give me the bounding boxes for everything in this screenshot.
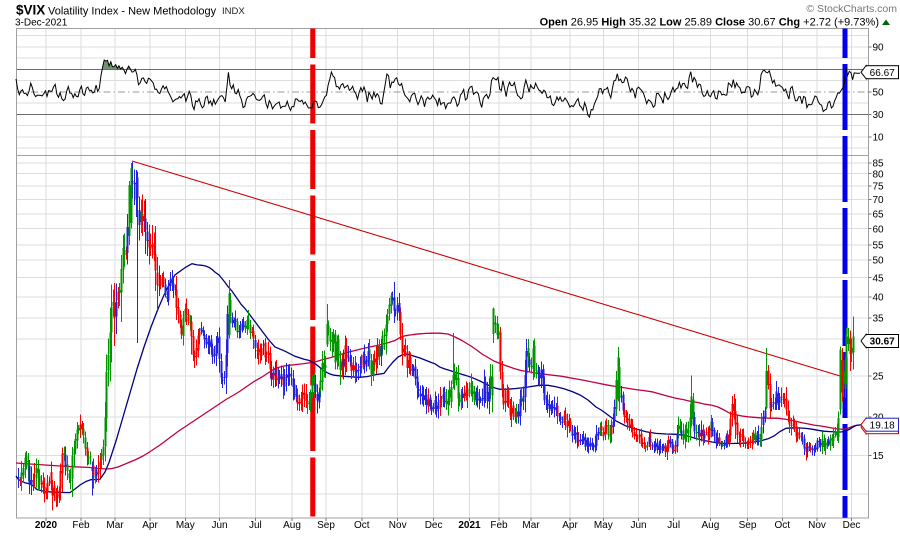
svg-text:Sep: Sep <box>317 520 335 531</box>
svg-text:Apr: Apr <box>142 520 158 531</box>
svg-text:3-Dec-2021: 3-Dec-2021 <box>15 18 68 29</box>
svg-text:Dec: Dec <box>843 520 861 531</box>
svg-text:70: 70 <box>873 195 885 206</box>
svg-text:Apr: Apr <box>562 520 578 531</box>
svg-text:90: 90 <box>873 43 885 54</box>
svg-text:Jun: Jun <box>211 520 227 531</box>
svg-text:60: 60 <box>873 224 885 235</box>
svg-text:Aug: Aug <box>702 520 720 531</box>
svg-text:85: 85 <box>873 158 885 169</box>
svg-text:Sep: Sep <box>739 520 757 531</box>
svg-text:Jun: Jun <box>630 520 646 531</box>
svg-text:Volatility Index - New Methodo: Volatility Index - New Methodology <box>48 6 217 18</box>
svg-text:19.18: 19.18 <box>870 420 895 431</box>
svg-text:75: 75 <box>873 182 885 193</box>
svg-text:© StockCharts.com: © StockCharts.com <box>806 3 897 15</box>
svg-text:50: 50 <box>873 88 885 99</box>
svg-text:Feb: Feb <box>490 520 508 531</box>
svg-text:$VIX: $VIX <box>16 3 45 18</box>
svg-text:2020: 2020 <box>35 520 58 531</box>
svg-text:45: 45 <box>873 273 885 284</box>
svg-text:55: 55 <box>873 240 885 251</box>
svg-text:Nov: Nov <box>808 520 826 531</box>
svg-text:Oct: Oct <box>354 520 370 531</box>
svg-text:Aug: Aug <box>283 520 301 531</box>
svg-text:40: 40 <box>873 292 885 303</box>
svg-text:50: 50 <box>873 256 885 267</box>
svg-text:30: 30 <box>873 110 885 121</box>
svg-text:May: May <box>176 520 195 531</box>
svg-text:65: 65 <box>873 210 885 221</box>
svg-text:Mar: Mar <box>522 520 540 531</box>
svg-text:Open 26.95 High 35.32 Low 25: Open 26.95 High 35.32 Low 25.89 Close 30… <box>540 17 879 29</box>
svg-text:35: 35 <box>873 314 885 325</box>
svg-text:2021: 2021 <box>458 520 481 531</box>
svg-text:66.67: 66.67 <box>870 68 895 79</box>
svg-text:Jul: Jul <box>249 520 262 531</box>
svg-text:10: 10 <box>873 133 885 144</box>
svg-text:May: May <box>594 520 613 531</box>
svg-text:Oct: Oct <box>775 520 791 531</box>
svg-text:Nov: Nov <box>389 520 407 531</box>
svg-text:80: 80 <box>873 169 885 180</box>
svg-text:INDX: INDX <box>222 6 245 17</box>
svg-text:Mar: Mar <box>106 520 124 531</box>
svg-text:30.67: 30.67 <box>870 337 895 348</box>
svg-text:15: 15 <box>873 451 885 462</box>
svg-text:Jul: Jul <box>667 520 680 531</box>
svg-text:25: 25 <box>873 372 885 383</box>
svg-text:Feb: Feb <box>72 520 90 531</box>
svg-text:Dec: Dec <box>425 520 443 531</box>
